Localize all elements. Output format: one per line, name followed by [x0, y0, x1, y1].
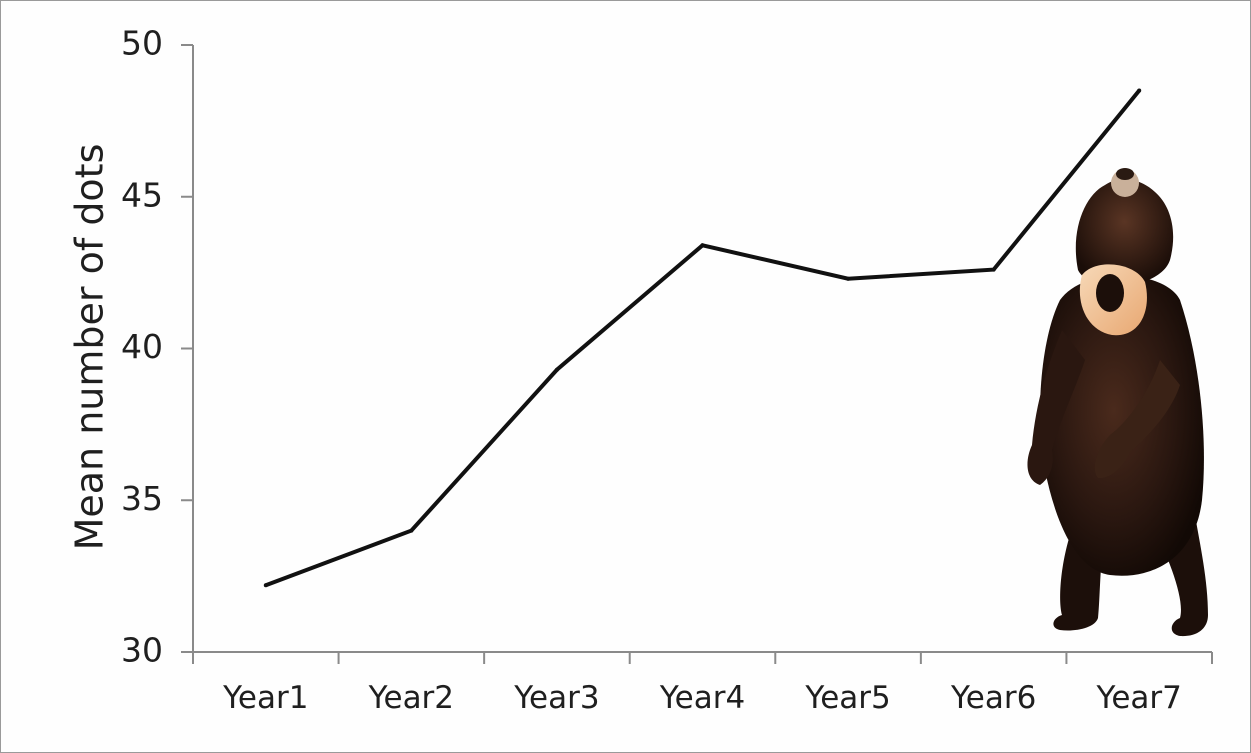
- x-tick-label: Year6: [950, 680, 1036, 716]
- data-point: [700, 243, 705, 248]
- series-line: [265, 89, 1141, 588]
- y-tick-label: 50: [121, 24, 163, 63]
- y-tick-label: 45: [121, 175, 163, 214]
- y-ticks: 30 35 40 45 50: [121, 24, 193, 670]
- data-point: [409, 528, 414, 533]
- data-point: [991, 267, 996, 272]
- x-tick-label: Year2: [368, 680, 454, 716]
- y-tick-label: 35: [121, 479, 163, 518]
- data-point: [846, 276, 851, 281]
- x-tick-label: Year1: [222, 680, 308, 716]
- y-axis-title: Mean number of dots: [68, 144, 112, 551]
- x-tick-label: Year4: [659, 680, 745, 716]
- sun-bear-illustration: [1027, 168, 1208, 637]
- data-point: [263, 583, 268, 588]
- data-point: [1137, 88, 1142, 93]
- x-tick-label: Year3: [513, 680, 599, 716]
- data-point: [554, 367, 559, 372]
- x-tick-label: Year5: [804, 680, 890, 716]
- series-group: [263, 88, 1142, 588]
- y-tick-label: 40: [121, 327, 163, 366]
- x-tick-label: Year7: [1096, 680, 1182, 716]
- y-tick-label: 30: [121, 631, 163, 670]
- x-ticks: Year1 Year2 Year3 Year4 Year5 Year6 Year7: [192, 652, 1213, 716]
